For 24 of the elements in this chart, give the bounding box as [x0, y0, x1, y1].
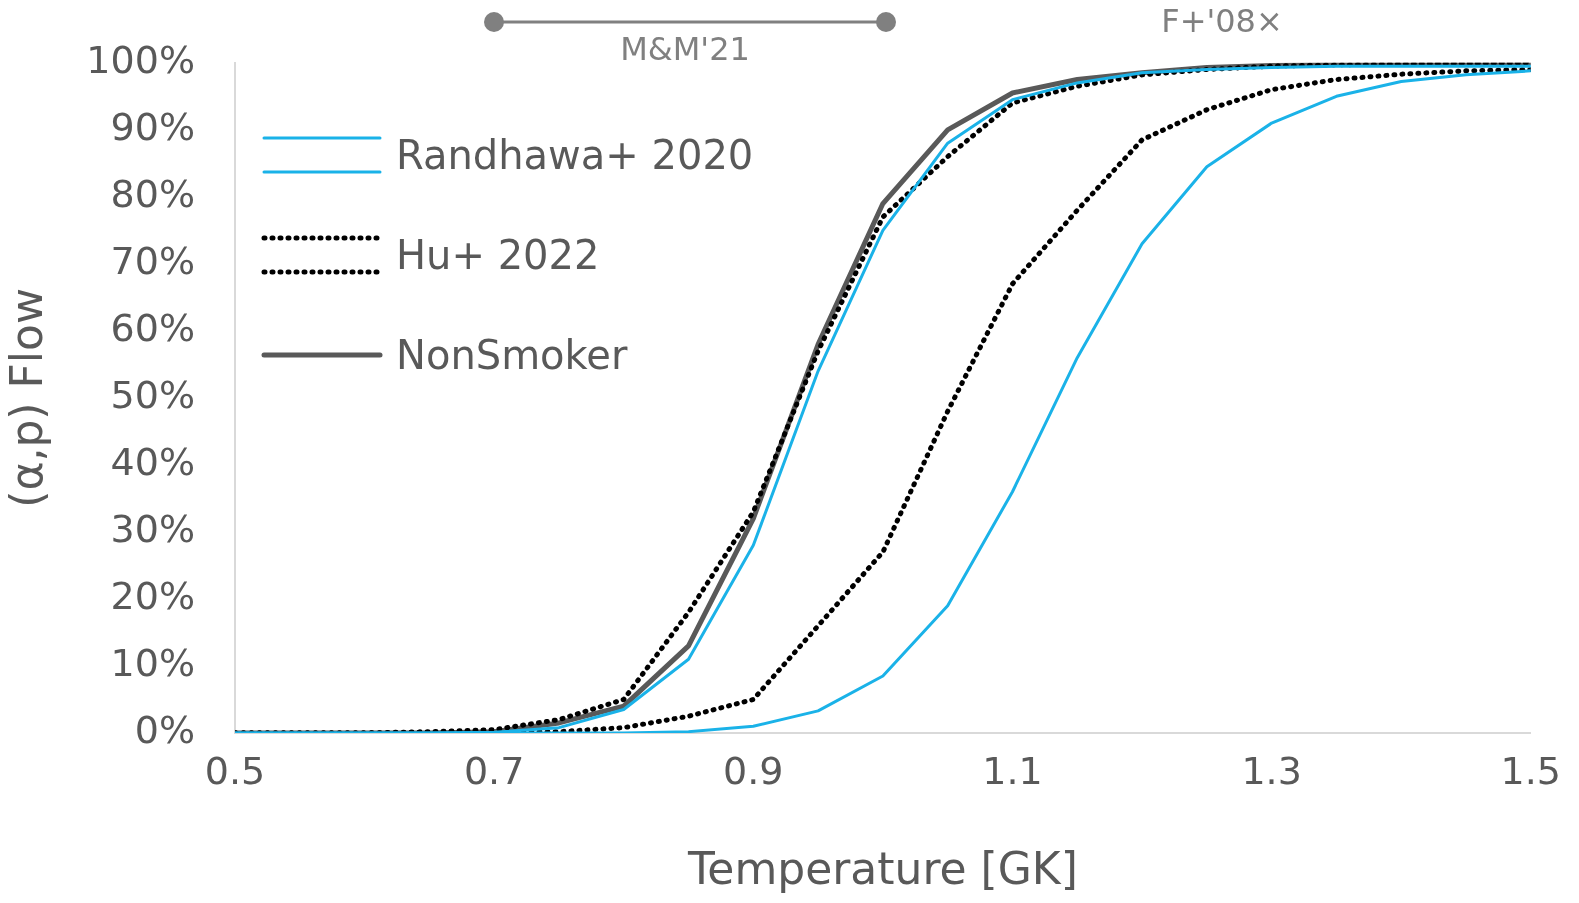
x-tick-label: 1.3: [1241, 748, 1302, 793]
y-axis-title: (α,p) Flow: [0, 288, 52, 508]
legend-label: Hu+ 2022: [396, 232, 600, 278]
y-tick-label: 40%: [110, 439, 195, 484]
x-tick-label: 0.5: [204, 748, 266, 793]
x-tick-label: 0.7: [463, 748, 525, 793]
y-tick-label: 60%: [110, 305, 195, 350]
x-tick-label: 1.1: [982, 748, 1043, 793]
x-tick-label: 1.5: [1500, 748, 1561, 793]
y-tick-label: 100%: [86, 37, 195, 82]
y-tick-label: 80%: [110, 171, 195, 216]
x-tick-label: 0.9: [723, 748, 784, 793]
y-tick-label: 50%: [110, 372, 195, 417]
legend-label: Randhawa+ 2020: [396, 132, 754, 178]
annotation: M&M'21: [620, 30, 750, 69]
y-tick-label: 70%: [110, 238, 195, 283]
y-tick-label: 10%: [110, 640, 195, 685]
y-tick-label: 0%: [134, 707, 195, 752]
y-tick-label: 90%: [110, 104, 195, 149]
text: F+'08×: [1161, 2, 1283, 41]
y-tick-label: 20%: [110, 573, 195, 618]
legend-label: NonSmoker: [396, 332, 628, 378]
y-tick-label: 30%: [110, 506, 195, 551]
x-axis-title: Temperature [GK]: [686, 843, 1078, 895]
